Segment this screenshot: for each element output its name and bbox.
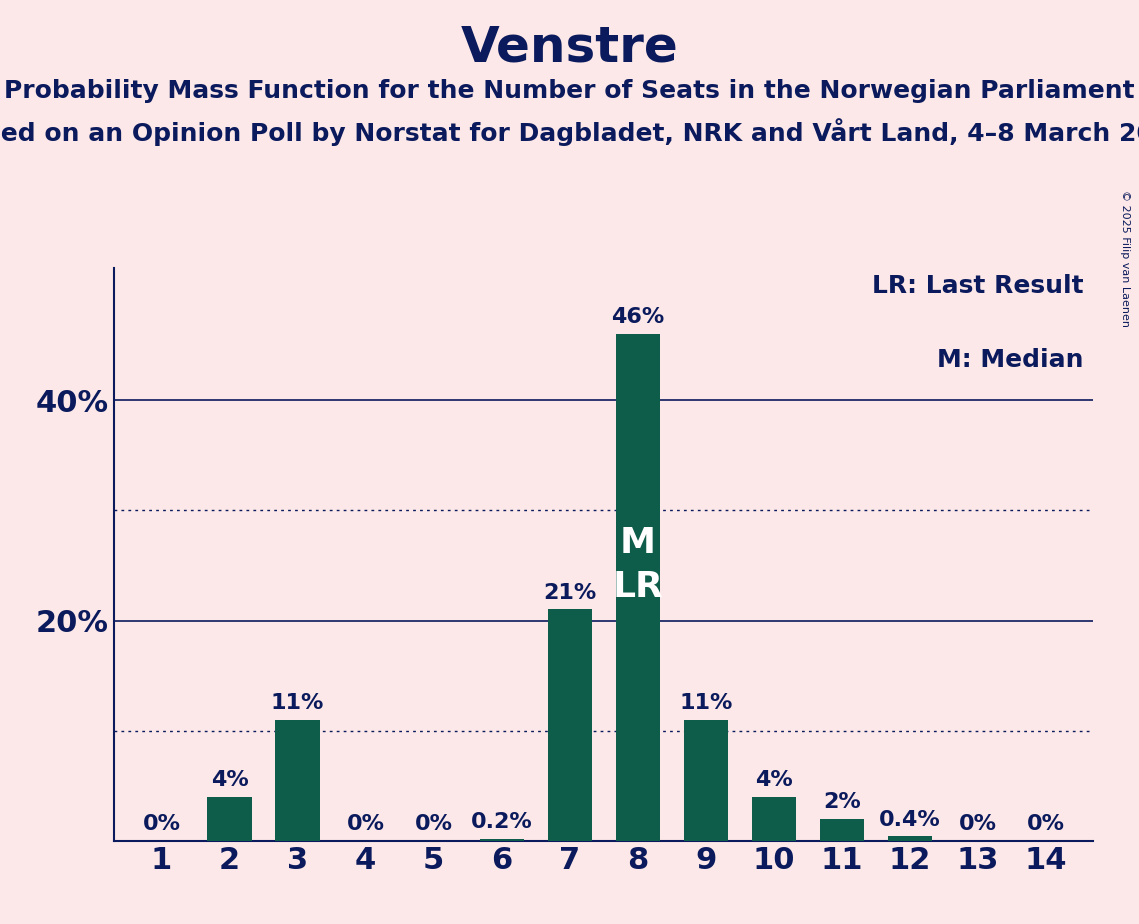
- Text: © 2025 Filip van Laenen: © 2025 Filip van Laenen: [1121, 190, 1130, 327]
- Bar: [207, 796, 252, 841]
- Bar: [683, 720, 728, 841]
- Text: 4%: 4%: [755, 771, 793, 790]
- Text: M: Median: M: Median: [937, 348, 1083, 372]
- Bar: [480, 839, 524, 841]
- Bar: [752, 796, 796, 841]
- Bar: [820, 819, 863, 841]
- Text: 11%: 11%: [679, 693, 732, 713]
- Text: 0.2%: 0.2%: [470, 812, 533, 832]
- Text: 2%: 2%: [822, 792, 861, 812]
- Bar: [548, 610, 592, 841]
- Text: 0%: 0%: [142, 814, 180, 834]
- Text: 0%: 0%: [959, 814, 997, 834]
- Text: 46%: 46%: [611, 308, 664, 327]
- Text: 11%: 11%: [271, 693, 325, 713]
- Text: 0.4%: 0.4%: [879, 809, 941, 830]
- Text: 21%: 21%: [543, 583, 597, 602]
- Bar: [615, 334, 659, 841]
- Text: M: M: [620, 527, 656, 560]
- Text: 0%: 0%: [1027, 814, 1065, 834]
- Bar: [887, 836, 932, 841]
- Text: 4%: 4%: [211, 771, 248, 790]
- Text: LR: Last Result: LR: Last Result: [872, 274, 1083, 298]
- Text: Probability Mass Function for the Number of Seats in the Norwegian Parliament: Probability Mass Function for the Number…: [5, 79, 1134, 103]
- Text: Venstre: Venstre: [460, 23, 679, 71]
- Text: 0%: 0%: [346, 814, 385, 834]
- Text: LR: LR: [613, 570, 663, 604]
- Text: Based on an Opinion Poll by Norstat for Dagbladet, NRK and Vårt Land, 4–8 March : Based on an Opinion Poll by Norstat for …: [0, 118, 1139, 146]
- Text: 0%: 0%: [415, 814, 452, 834]
- Bar: [276, 720, 320, 841]
